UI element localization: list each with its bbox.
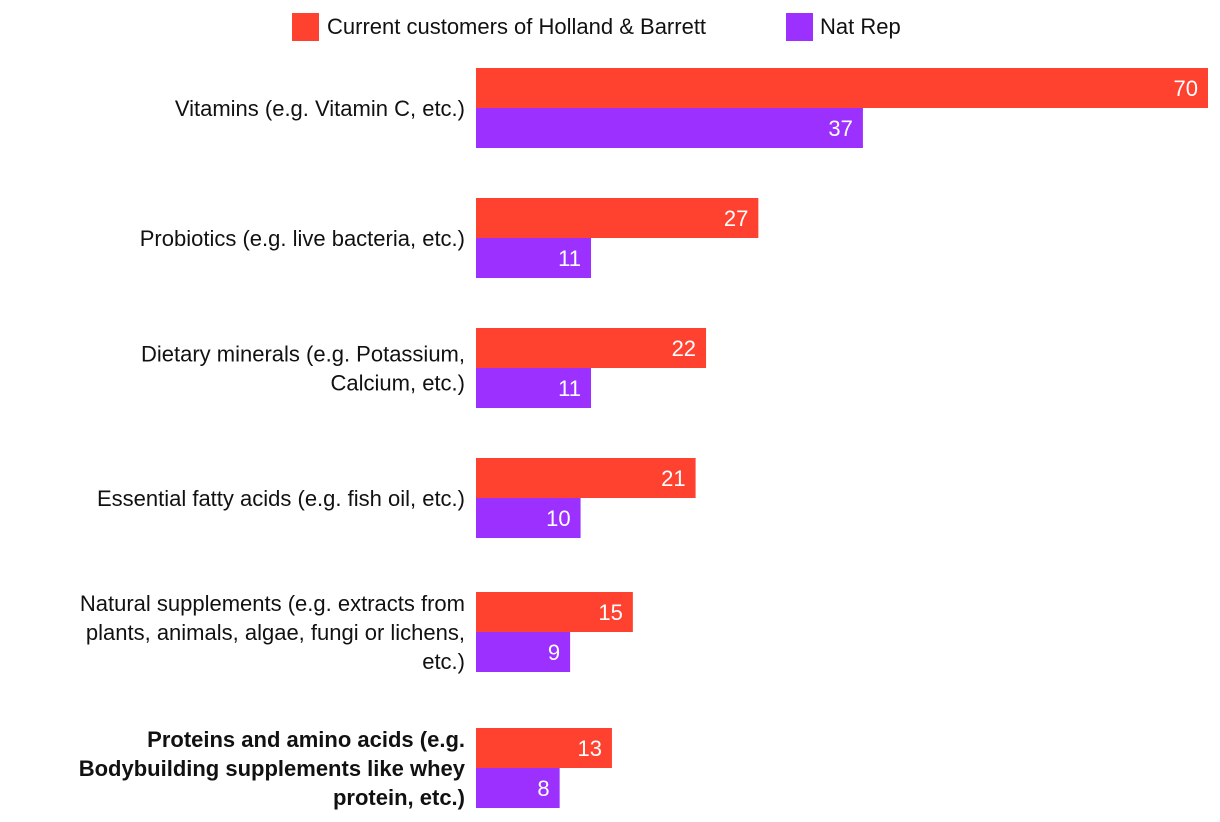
category-label-line: Probiotics (e.g. live bacteria, etc.) <box>140 226 465 251</box>
category-label-line: protein, etc.) <box>333 785 465 810</box>
bar-holland-barrett-5 <box>476 728 612 768</box>
bar-holland-barrett-4 <box>476 592 633 632</box>
category-label: Proteins and amino acids (e.g. Bodybuildi… <box>79 727 466 810</box>
bar-value-label: 22 <box>672 336 696 361</box>
bars: 70 37 27 11 22 11 21 10 15 9 13 8 <box>476 68 1208 808</box>
bar-holland-barrett-0 <box>476 68 1208 108</box>
category-label: Natural supplements (e.g. extracts from p… <box>80 591 465 674</box>
legend-swatch-nat-rep <box>786 13 813 41</box>
legend-swatch-holland-barrett <box>292 13 319 41</box>
bar-value-label: 10 <box>546 506 570 531</box>
category-label: Probiotics (e.g. live bacteria, etc.) <box>140 226 465 251</box>
bar-nat-rep-1 <box>476 238 592 278</box>
bar-value-label: 8 <box>537 776 549 801</box>
bar-nat-rep-3 <box>476 498 581 538</box>
category-label: Essential fatty acids (e.g. fish oil, et… <box>97 486 465 511</box>
legend-label-nat-rep: Nat Rep <box>820 14 901 39</box>
bar-value-label: 11 <box>558 376 581 401</box>
bar-nat-rep-5 <box>476 768 560 808</box>
bar-value-label: 11 <box>558 246 581 271</box>
bar-value-label: 21 <box>661 466 685 491</box>
category-label: Dietary minerals (e.g. Potassium, Calcium… <box>141 342 465 396</box>
bar-holland-barrett-3 <box>476 458 696 498</box>
bar-value-label: 27 <box>724 206 748 231</box>
bar-value-label: 70 <box>1174 76 1198 101</box>
bar-nat-rep-0 <box>476 108 863 148</box>
category-label-line: Proteins and amino acids (e.g. <box>147 727 465 752</box>
legend: Current customers of Holland & Barrett N… <box>292 13 901 41</box>
category-label-line: Dietary minerals (e.g. Potassium, <box>141 342 465 367</box>
bar-holland-barrett-2 <box>476 328 707 368</box>
bar-value-label: 15 <box>598 600 622 625</box>
category-label: Vitamins (e.g. Vitamin C, etc.) <box>175 96 465 121</box>
bar-holland-barrett-1 <box>476 198 759 238</box>
bar-value-label: 37 <box>828 116 852 141</box>
category-labels: Vitamins (e.g. Vitamin C, etc.) Probiotic… <box>79 96 466 810</box>
bar-nat-rep-4 <box>476 632 571 672</box>
bar-value-label: 13 <box>577 736 601 761</box>
category-label-line: plants, animals, algae, fungi or lichens… <box>86 620 465 645</box>
category-label-line: Calcium, etc.) <box>331 371 465 396</box>
category-label-line: Bodybuilding supplements like whey <box>79 756 466 781</box>
legend-label-holland-barrett: Current customers of Holland & Barrett <box>327 14 706 39</box>
category-label-line: etc.) <box>422 649 465 674</box>
bar-nat-rep-2 <box>476 368 592 408</box>
category-label-line: Essential fatty acids (e.g. fish oil, et… <box>97 486 465 511</box>
category-label-line: Natural supplements (e.g. extracts from <box>80 591 465 616</box>
bar-value-label: 9 <box>548 640 560 665</box>
category-label-line: Vitamins (e.g. Vitamin C, etc.) <box>175 96 465 121</box>
